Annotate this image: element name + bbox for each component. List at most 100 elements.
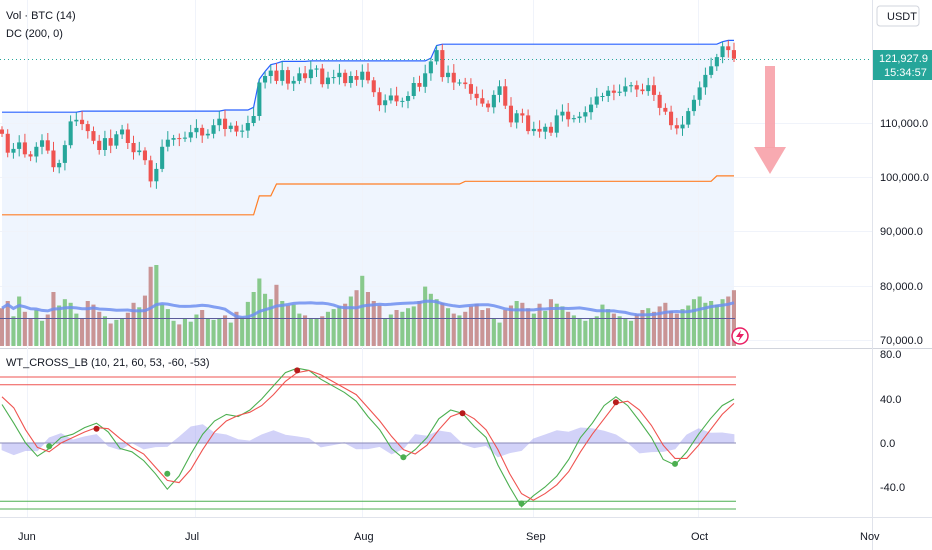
- bullish-cross-marker: [400, 454, 407, 461]
- lightning-icon[interactable]: [731, 327, 749, 345]
- volume-bar: [451, 313, 456, 346]
- volume-bar: [74, 313, 79, 346]
- candle-body: [663, 107, 668, 112]
- volume-bar: [11, 316, 16, 346]
- candle-body: [726, 46, 731, 51]
- candle-body: [62, 145, 67, 163]
- volume-bar: [91, 304, 96, 346]
- volume-bar: [423, 286, 428, 346]
- volume-bar: [280, 301, 285, 346]
- candle-body: [474, 93, 479, 99]
- candle-body: [154, 168, 159, 182]
- candle-body: [0, 129, 4, 134]
- candle-body: [531, 128, 536, 132]
- volume-bar: [45, 314, 50, 346]
- volume-bar: [566, 311, 571, 346]
- time-tick-jun: Jun: [18, 531, 36, 543]
- candle-body: [217, 118, 222, 126]
- candle-body: [171, 138, 176, 140]
- volume-bar: [17, 296, 22, 346]
- volume-bar: [634, 314, 639, 346]
- candle-body: [234, 125, 239, 132]
- volume-bar: [440, 302, 445, 346]
- bearish-cross-marker: [612, 399, 619, 406]
- down-arrow-annotation: [754, 66, 786, 174]
- candle-body: [160, 146, 165, 169]
- candle-body: [400, 100, 405, 102]
- volume-bar: [245, 301, 250, 346]
- volume-bar: [508, 305, 513, 346]
- volume-bar: [240, 317, 245, 346]
- candle-body: [606, 90, 611, 96]
- price-tick-100000: 100,000.0: [880, 172, 929, 184]
- volume-bar: [611, 313, 616, 346]
- candle-body: [651, 85, 656, 95]
- candle-body: [629, 85, 634, 87]
- donchian-legend[interactable]: DC (200, 0): [6, 28, 63, 40]
- volume-legend[interactable]: Vol · BTC (14): [6, 10, 76, 22]
- candle-body: [394, 95, 399, 102]
- volume-bar: [303, 315, 308, 346]
- candle-body: [451, 72, 456, 83]
- candlesticks: [0, 40, 736, 189]
- volume-bar: [228, 322, 233, 346]
- price-tick-110000: 110,000.0: [880, 118, 928, 130]
- volume-bar: [131, 302, 136, 346]
- volume-bar: [308, 318, 313, 346]
- candle-body: [74, 119, 79, 122]
- volume-bar: [491, 319, 496, 346]
- volume-bar: [325, 311, 330, 346]
- volume-bar: [657, 306, 662, 346]
- volume-bar: [274, 284, 279, 346]
- candle-body: [45, 140, 50, 151]
- candle-body: [165, 139, 170, 147]
- volume-bar: [543, 310, 548, 346]
- candle-body: [640, 89, 645, 92]
- volume-bar: [703, 302, 708, 346]
- candle-body: [188, 132, 193, 138]
- candle-body: [114, 134, 119, 146]
- volume-bar: [669, 310, 674, 346]
- volume-bar: [663, 302, 668, 346]
- oscillator-legend[interactable]: WT_CROSS_LB (10, 21, 60, 53, -60, -53): [6, 357, 210, 369]
- volume-bar: [691, 299, 696, 346]
- candle-body: [589, 104, 594, 113]
- volume-bar: [388, 314, 393, 346]
- volume-bar: [594, 316, 599, 346]
- candle-body: [177, 138, 182, 140]
- volume-bar: [102, 316, 107, 346]
- bullish-cross-marker: [518, 500, 525, 507]
- currency-label[interactable]: USDT: [887, 11, 917, 23]
- bullish-cross-marker: [672, 460, 678, 467]
- candle-body: [348, 76, 353, 83]
- oscillator-levels: [0, 376, 736, 510]
- candle-body: [22, 142, 27, 155]
- candle-body: [85, 124, 90, 132]
- candle-body: [709, 66, 714, 75]
- currency-button-box[interactable]: [876, 5, 920, 27]
- candle-body: [337, 72, 342, 78]
- time-tick-jul: Jul: [185, 531, 199, 543]
- candle-body: [251, 116, 256, 123]
- time-tick-aug: Aug: [354, 531, 374, 543]
- candle-body: [577, 116, 582, 119]
- volume-bar: [617, 316, 622, 346]
- volume-bar: [343, 303, 348, 346]
- volume-bar: [28, 319, 33, 346]
- candle-body: [526, 115, 531, 132]
- volume-bar: [160, 304, 165, 346]
- candle-body: [291, 80, 296, 84]
- bullish-cross-marker: [46, 443, 53, 450]
- volume-bar: [34, 310, 39, 346]
- candle-body: [80, 119, 85, 125]
- candle-body: [720, 46, 725, 58]
- lightning-icon-bolt[interactable]: [736, 330, 744, 342]
- osc-tick-80: 80.0: [880, 349, 901, 361]
- volume-bar: [629, 320, 634, 346]
- volume-bar: [428, 293, 433, 346]
- candle-body: [102, 138, 107, 150]
- candle-body: [669, 111, 674, 126]
- candle-body: [303, 73, 308, 79]
- volume-bar: [320, 316, 325, 346]
